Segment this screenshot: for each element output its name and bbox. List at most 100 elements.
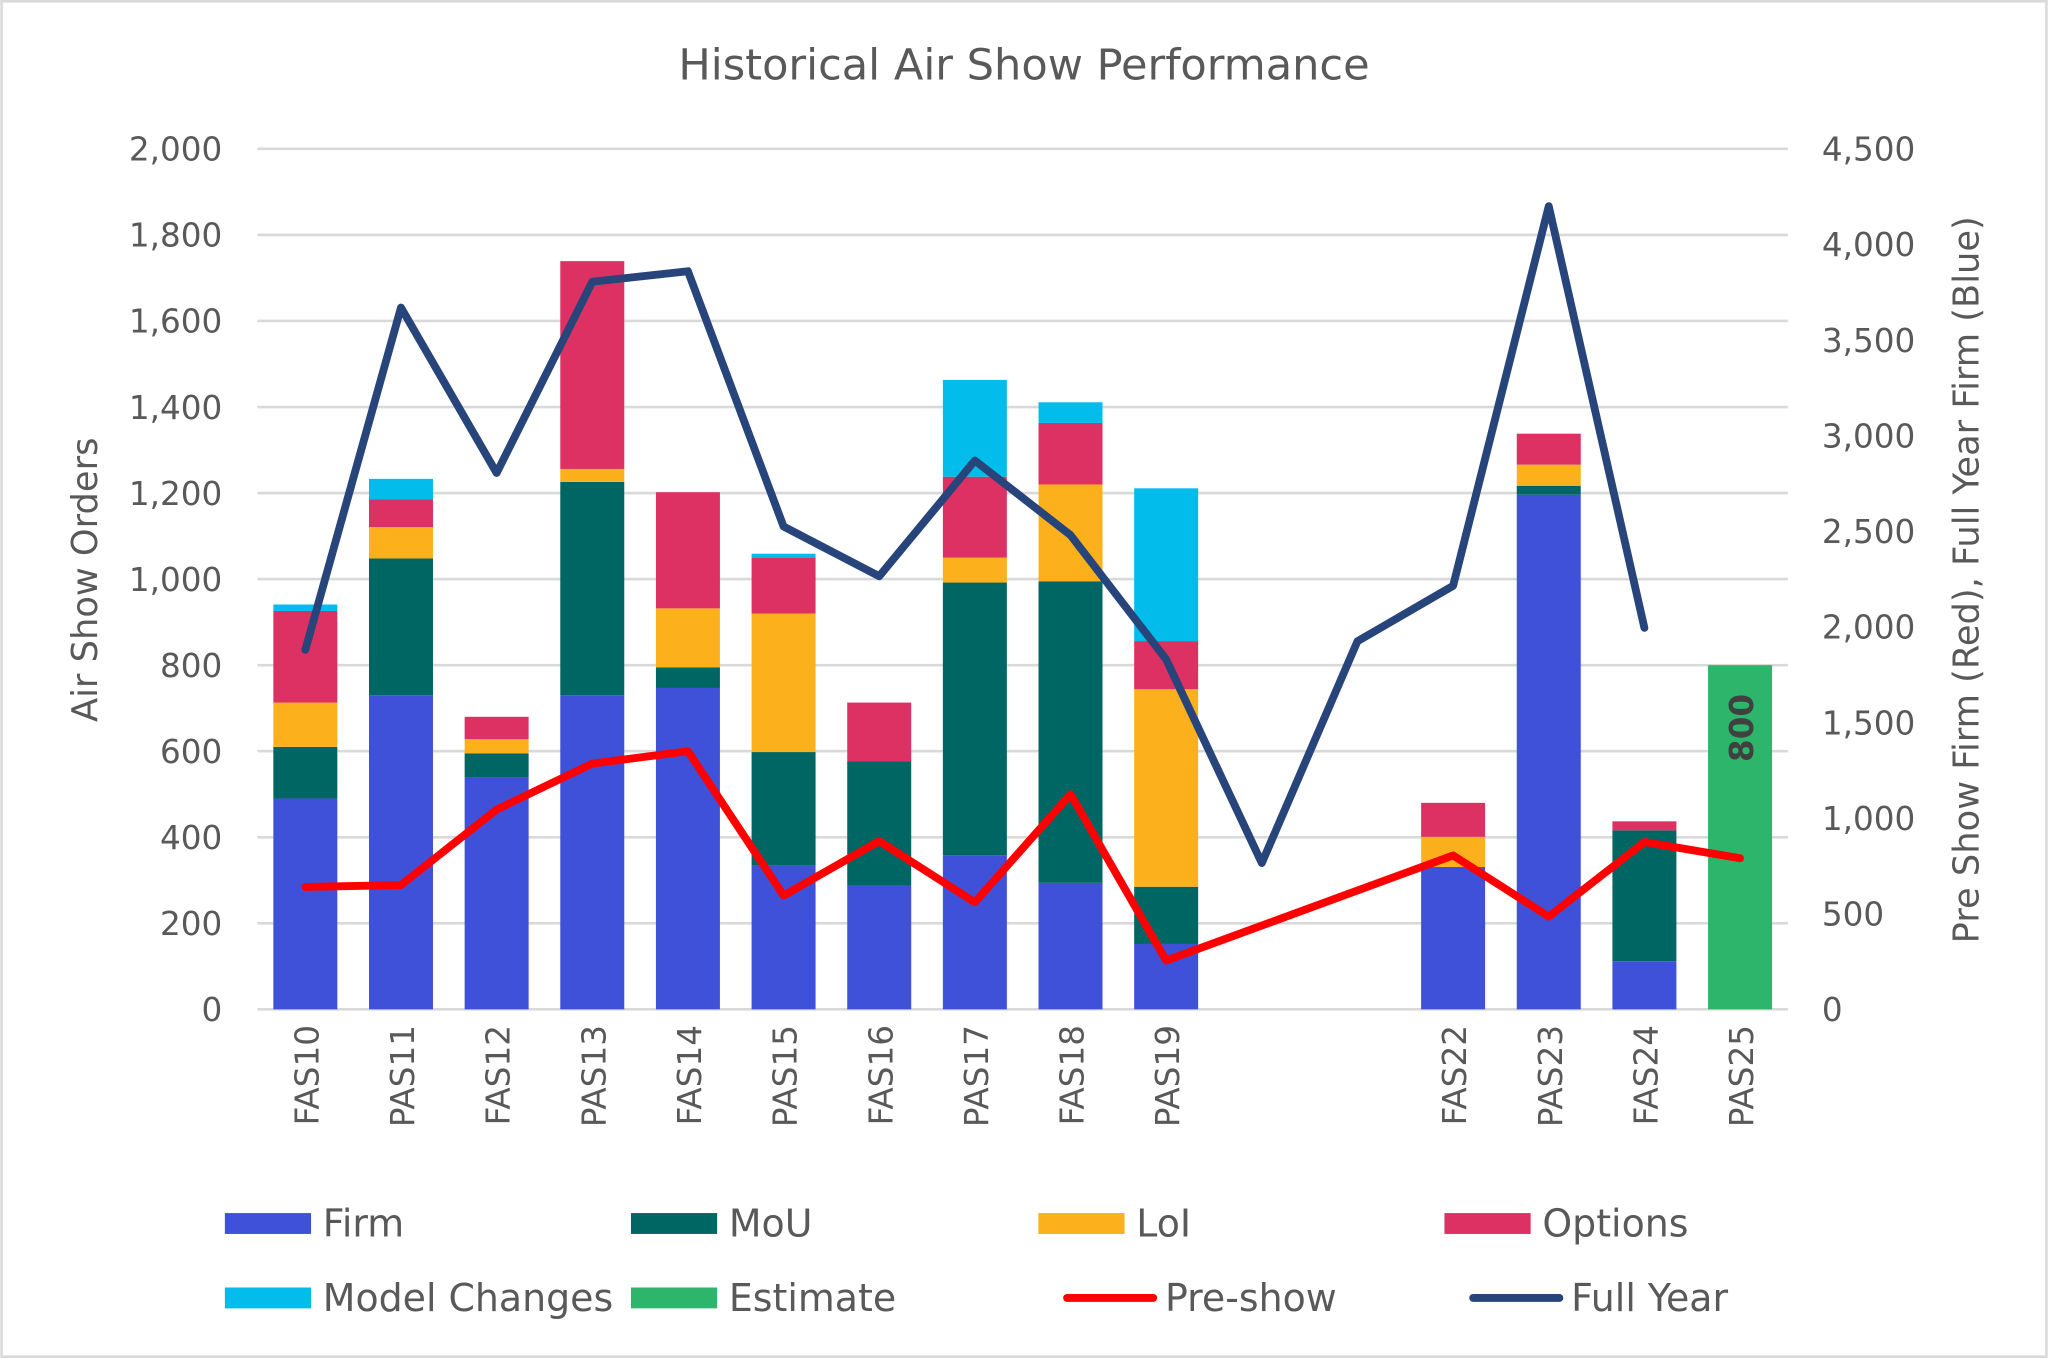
bar-firm bbox=[1612, 961, 1677, 1010]
bar-model-changes bbox=[1134, 488, 1199, 642]
y-tick-label: 200 bbox=[160, 905, 222, 943]
data-label: 800 bbox=[1723, 694, 1761, 762]
bar-mou bbox=[273, 746, 338, 799]
x-tick-label: FAS16 bbox=[862, 1025, 900, 1125]
bar-firm bbox=[560, 695, 625, 1010]
bar-mou bbox=[751, 752, 816, 866]
legend-label: MoU bbox=[729, 1202, 813, 1246]
x-tick-label: PAS11 bbox=[384, 1025, 422, 1127]
bar-mou bbox=[847, 761, 912, 886]
x-tick-label: PAS25 bbox=[1723, 1025, 1761, 1127]
bar-options bbox=[1038, 422, 1103, 485]
bar-firm bbox=[464, 777, 529, 1010]
bar-loi bbox=[464, 739, 529, 754]
x-tick-label: PAS13 bbox=[575, 1025, 613, 1127]
bar-loi bbox=[560, 468, 625, 482]
bar-firm bbox=[1516, 494, 1581, 1010]
legend-item-model-changes: Model Changes bbox=[224, 1276, 613, 1320]
bar-options bbox=[751, 557, 816, 614]
legend-label: Pre-show bbox=[1165, 1276, 1337, 1320]
bar-loi bbox=[368, 527, 433, 559]
bar-mou bbox=[1612, 830, 1677, 962]
legend-label: Model Changes bbox=[323, 1276, 613, 1320]
chart-title: Historical Air Show Performance bbox=[678, 41, 1369, 91]
y2-tick-label: 3,000 bbox=[1822, 417, 1915, 455]
legend-swatch bbox=[1444, 1213, 1531, 1234]
x-tick-label: FAS14 bbox=[671, 1025, 709, 1125]
legend-label: LoI bbox=[1136, 1202, 1191, 1246]
legend-item-options: Options bbox=[1444, 1202, 1688, 1246]
bar-mou bbox=[464, 753, 529, 778]
y-tick-label: 600 bbox=[160, 733, 222, 771]
bar-options bbox=[273, 610, 338, 703]
legend-item-loi: LoI bbox=[1038, 1202, 1191, 1246]
y-tick-label: 800 bbox=[160, 647, 222, 685]
bar-mou bbox=[1516, 485, 1581, 495]
legend-item-firm: Firm bbox=[224, 1202, 404, 1246]
bar-options bbox=[847, 702, 912, 762]
y2-tick-label: 2,000 bbox=[1822, 609, 1915, 647]
line-pre-show bbox=[301, 747, 1744, 965]
bar-model-changes bbox=[1038, 402, 1103, 423]
bar-loi bbox=[1134, 689, 1199, 887]
x-tick-label: PAS17 bbox=[958, 1025, 996, 1127]
legend-swatch bbox=[224, 1287, 312, 1309]
legend-swatch bbox=[224, 1213, 312, 1234]
bar-loi bbox=[655, 608, 720, 668]
x-tick-label: FAS24 bbox=[1627, 1025, 1665, 1125]
y2-tick-label: 1,500 bbox=[1822, 704, 1915, 742]
legend-item-full-year: Full Year bbox=[1469, 1276, 1728, 1320]
x-tick-label: FAS10 bbox=[288, 1025, 326, 1125]
x-tick-label: PAS15 bbox=[767, 1025, 805, 1127]
legend-item-pre-show: Pre-show bbox=[1063, 1276, 1337, 1320]
y2-tick-label: 3,500 bbox=[1822, 322, 1915, 360]
y-tick-label: 1,400 bbox=[129, 389, 222, 427]
legend-swatch bbox=[630, 1213, 718, 1234]
bar-estimate bbox=[1708, 665, 1773, 1010]
x-tick-label: PAS19 bbox=[1149, 1025, 1187, 1127]
bar-mou bbox=[942, 582, 1007, 856]
y2-tick-label: 0 bbox=[1822, 991, 1843, 1029]
x-tick-label: FAS22 bbox=[1436, 1025, 1474, 1125]
y2-tick-label: 4,000 bbox=[1822, 226, 1915, 264]
bar-mou bbox=[368, 558, 433, 696]
x-tick-label: FAS18 bbox=[1054, 1025, 1092, 1125]
legend-item-mou: MoU bbox=[630, 1202, 813, 1246]
bar-firm bbox=[1038, 882, 1103, 1010]
y2-tick-label: 500 bbox=[1822, 896, 1884, 934]
legend-label: Full Year bbox=[1571, 1276, 1728, 1320]
y-tick-label: 1,000 bbox=[129, 561, 222, 599]
legend-label: Options bbox=[1542, 1202, 1688, 1246]
y-tick-label: 400 bbox=[160, 819, 222, 857]
bar-firm bbox=[368, 695, 433, 1010]
bar-firm bbox=[655, 687, 720, 1010]
y-tick-label: 1,800 bbox=[129, 217, 222, 255]
x-tick-label: PAS23 bbox=[1532, 1025, 1570, 1127]
bar-options bbox=[1612, 821, 1677, 831]
bar-options bbox=[1516, 433, 1581, 465]
bar-options bbox=[368, 499, 433, 528]
bar-model-changes bbox=[751, 553, 816, 558]
legend-label: Firm bbox=[323, 1202, 404, 1246]
bar-mou bbox=[560, 481, 625, 696]
legend-swatch bbox=[630, 1287, 718, 1309]
bar-model-changes bbox=[273, 604, 338, 611]
bar-options bbox=[1421, 802, 1486, 837]
bar-firm bbox=[847, 885, 912, 1010]
legend-item-estimate: Estimate bbox=[630, 1276, 896, 1320]
bar-loi bbox=[273, 702, 338, 747]
y2-tick-label: 1,000 bbox=[1822, 800, 1915, 838]
bar-model-changes bbox=[368, 478, 433, 500]
bar-firm bbox=[273, 798, 338, 1010]
bar-mou bbox=[655, 667, 720, 688]
bar-firm bbox=[1421, 866, 1486, 1010]
legend-swatch bbox=[1038, 1213, 1125, 1234]
bar-options bbox=[560, 261, 625, 469]
bar-loi bbox=[1516, 464, 1581, 486]
line-full-year bbox=[301, 202, 1649, 867]
y-tick-label: 1,200 bbox=[129, 475, 222, 513]
bar-mou bbox=[1134, 886, 1199, 944]
bar-options bbox=[655, 492, 720, 609]
y-tick-label: 2,000 bbox=[129, 131, 222, 169]
